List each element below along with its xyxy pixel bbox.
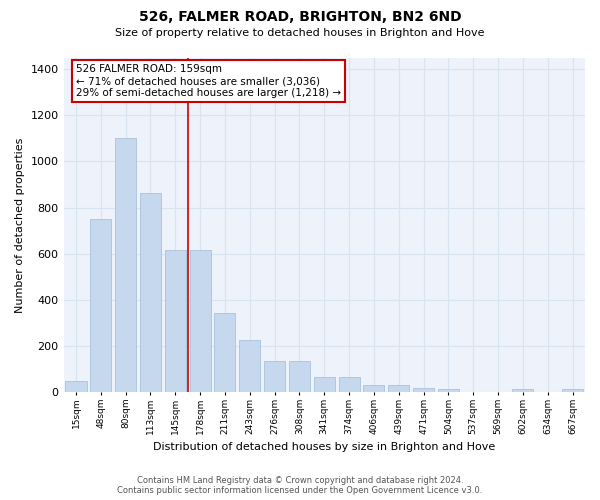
- Text: Size of property relative to detached houses in Brighton and Hove: Size of property relative to detached ho…: [115, 28, 485, 38]
- Bar: [512, 390, 533, 392]
- Bar: [562, 390, 583, 392]
- Text: 526 FALMER ROAD: 159sqm
← 71% of detached houses are smaller (3,036)
29% of semi: 526 FALMER ROAD: 159sqm ← 71% of detache…: [76, 64, 341, 98]
- Bar: [65, 380, 86, 392]
- Bar: [314, 377, 335, 392]
- Bar: [438, 389, 459, 392]
- Bar: [239, 340, 260, 392]
- Bar: [413, 388, 434, 392]
- Bar: [364, 386, 385, 392]
- Bar: [289, 361, 310, 392]
- Bar: [140, 192, 161, 392]
- Bar: [165, 250, 186, 392]
- Y-axis label: Number of detached properties: Number of detached properties: [15, 137, 25, 312]
- Bar: [338, 376, 359, 392]
- Bar: [115, 138, 136, 392]
- X-axis label: Distribution of detached houses by size in Brighton and Hove: Distribution of detached houses by size …: [153, 442, 496, 452]
- Bar: [214, 312, 235, 392]
- Text: Contains HM Land Registry data © Crown copyright and database right 2024.
Contai: Contains HM Land Registry data © Crown c…: [118, 476, 482, 495]
- Bar: [90, 219, 112, 392]
- Bar: [264, 361, 285, 392]
- Bar: [388, 386, 409, 392]
- Text: 526, FALMER ROAD, BRIGHTON, BN2 6ND: 526, FALMER ROAD, BRIGHTON, BN2 6ND: [139, 10, 461, 24]
- Bar: [190, 250, 211, 392]
